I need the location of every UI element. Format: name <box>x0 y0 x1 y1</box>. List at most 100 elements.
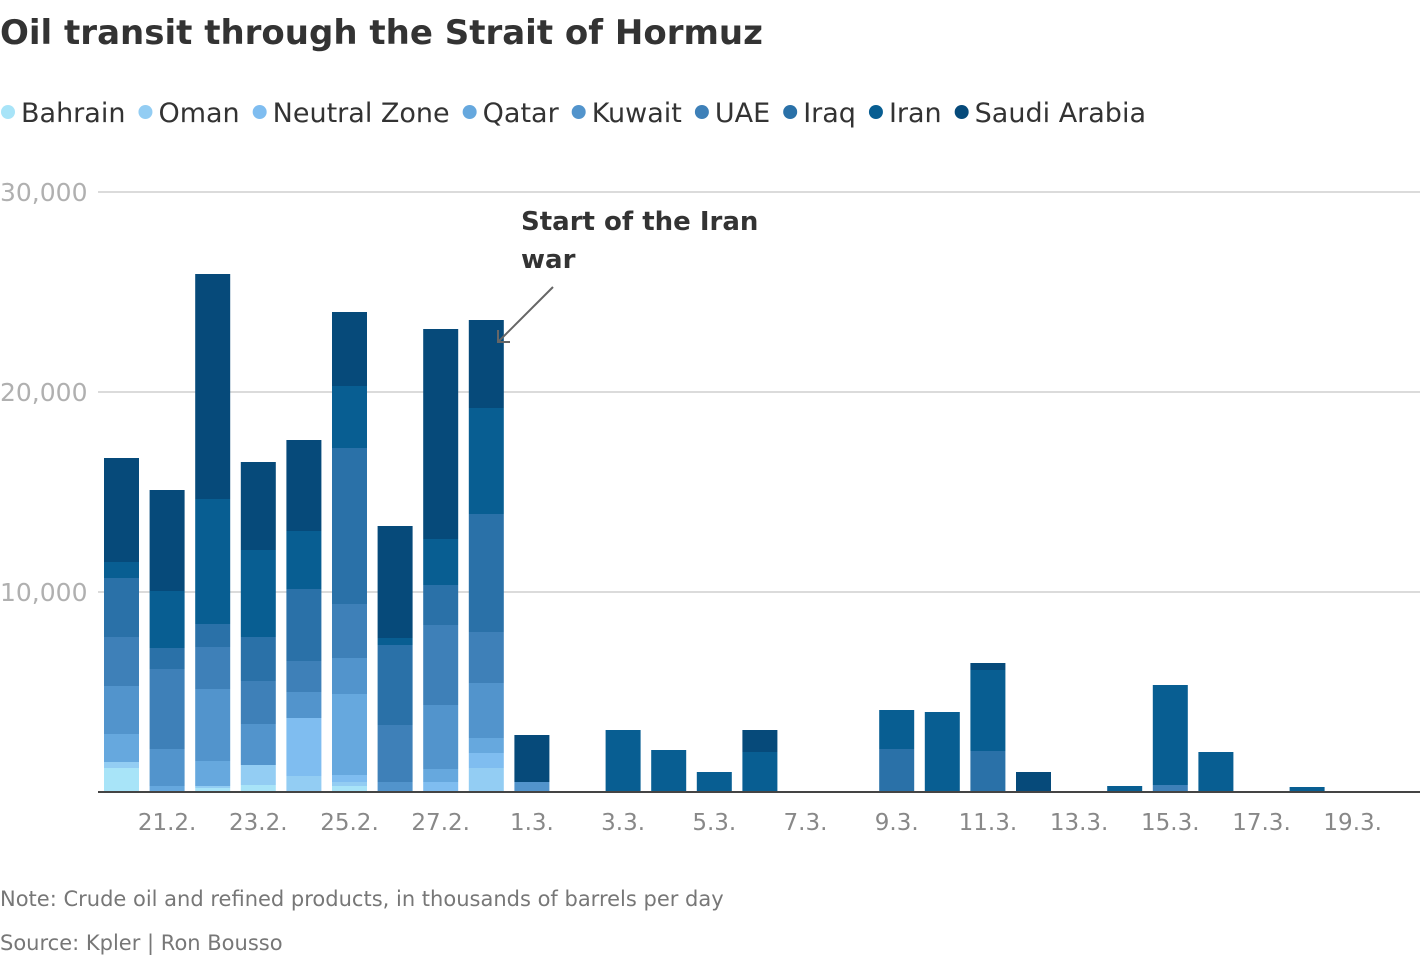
chart-title: Oil transit through the Strait of Hormuz <box>0 13 763 53</box>
bar-segment <box>240 785 276 792</box>
bar-segment <box>879 710 915 749</box>
bar-segment <box>149 786 185 792</box>
bar-segment <box>332 786 367 792</box>
legend-marker-icon <box>571 105 586 119</box>
bar-segment <box>377 638 413 645</box>
x-axis: 21.2. 23.2. 25.2. 27.2. 1.3. 3.3. 5.3. 7.3. 9.3.… <box>138 810 1382 836</box>
footer-note: Note: Crude oil and refined products, in… <box>0 887 724 911</box>
bar-segment <box>1152 685 1188 785</box>
bar-segment <box>879 749 915 792</box>
legend-item: Iraq <box>803 98 856 129</box>
bar-segment <box>240 637 276 681</box>
bar-segment <box>240 550 276 637</box>
bar-segment <box>240 724 276 765</box>
legend-marker-icon <box>868 105 883 119</box>
legend-item: Qatar <box>483 98 560 129</box>
bar-segment <box>286 776 322 792</box>
bar-segment <box>286 440 322 531</box>
legend-item: UAE <box>715 98 770 129</box>
bar-segment <box>149 749 185 786</box>
bar-segment <box>332 312 367 386</box>
bar-segment <box>332 658 367 694</box>
bar-segment <box>104 768 139 792</box>
bar-segment <box>468 632 504 683</box>
bar-segment <box>195 761 231 786</box>
bar-segment <box>1107 786 1143 792</box>
y-tick-label: 30,000 <box>0 178 87 207</box>
bar-segment <box>104 458 139 562</box>
bar-segment <box>240 681 276 724</box>
bar-segment <box>286 589 322 661</box>
legend-item: Saudi Arabia <box>975 98 1146 129</box>
bar-segment <box>332 448 367 604</box>
x-tick-label: 25.2. <box>320 810 379 836</box>
bar-segment <box>423 329 459 539</box>
bar-segment <box>1016 772 1051 792</box>
bar-segment <box>423 539 459 585</box>
bar-segment <box>605 730 641 792</box>
y-tick-label: 10,000 <box>0 578 87 607</box>
bar-segment <box>1289 787 1325 792</box>
legend-marker-icon <box>954 105 969 119</box>
bar-segment <box>970 751 1006 792</box>
x-tick-label: 23.2. <box>229 810 288 836</box>
bar-segment <box>195 624 231 647</box>
x-tick-label: 13.3. <box>1050 810 1109 836</box>
annotation-line-2: war <box>521 245 576 275</box>
annotation-arrow <box>497 286 554 343</box>
legend-marker-icon <box>252 105 267 119</box>
bar-segment <box>286 692 322 718</box>
bar-segment <box>423 782 459 792</box>
bar-segment <box>332 782 367 786</box>
bar-segment <box>240 765 276 785</box>
bar-segment <box>423 705 459 769</box>
grid: 10,000 20,000 30,000 <box>0 178 1420 607</box>
x-tick-label: 19.3. <box>1323 810 1382 836</box>
bar-segment <box>468 408 504 514</box>
legend-item: Bahrain <box>21 98 125 129</box>
x-tick-label: 3.3. <box>601 810 645 836</box>
bars <box>98 274 1420 793</box>
bar-segment <box>468 514 504 632</box>
legend-item: Kuwait <box>592 98 682 129</box>
footer-source: Source: Kpler | Ron Bousso <box>0 931 283 956</box>
bar-segment <box>468 768 504 792</box>
bar-segment <box>195 647 231 689</box>
x-tick-label: 17.3. <box>1232 810 1291 836</box>
bar-segment <box>514 782 550 792</box>
bar-segment <box>149 490 185 591</box>
legend-marker-icon <box>138 105 153 119</box>
arrow-head-icon <box>497 330 510 343</box>
bar-segment <box>924 712 960 792</box>
bar-segment <box>104 562 139 578</box>
bar-segment <box>970 663 1006 670</box>
bar-segment <box>195 786 231 788</box>
bar-segment <box>104 686 139 734</box>
x-tick-label: 27.2. <box>411 810 470 836</box>
bar-segment <box>195 274 231 499</box>
legend: Bahrain Oman Neutral Zone Qatar Kuwait UAE Ira… <box>1 98 1146 129</box>
bar-segment <box>286 531 322 589</box>
bar-segment <box>286 718 322 776</box>
bar-segment <box>468 683 504 738</box>
y-tick-label: 20,000 <box>0 378 87 407</box>
bar-segment <box>423 585 459 625</box>
bar-segment <box>423 625 459 705</box>
annotation: Start of the Iran war <box>497 207 758 343</box>
bar-segment <box>377 782 413 792</box>
bar-segment <box>149 669 185 749</box>
bar-segment <box>468 738 504 753</box>
bar-segment <box>742 730 778 752</box>
bar-segment <box>377 725 413 782</box>
bar-segment <box>104 734 139 762</box>
bar-segment <box>104 637 139 686</box>
bar-segment <box>696 772 732 792</box>
bar-segment <box>195 788 231 792</box>
bar-segment <box>514 735 550 782</box>
bar-segment <box>332 694 367 775</box>
bar-segment <box>149 591 185 648</box>
bar-segment <box>332 775 367 782</box>
legend-marker-icon <box>1 105 15 119</box>
bar-segment <box>104 578 139 637</box>
